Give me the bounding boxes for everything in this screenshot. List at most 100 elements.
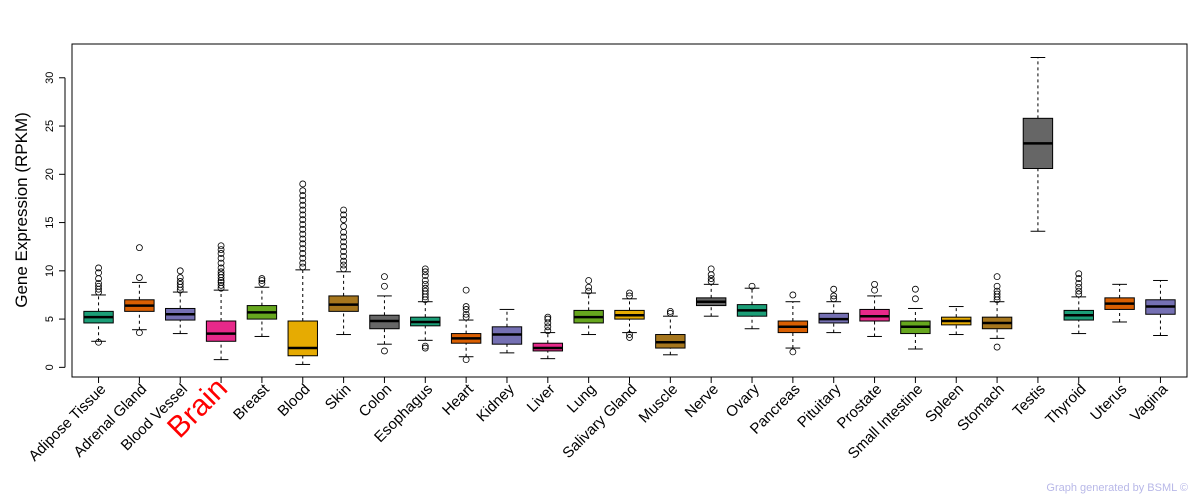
- outlier-adipose-tissue-2: [95, 282, 102, 290]
- plot-frame: [71, 43, 1188, 378]
- outlier-skin-7: [340, 233, 348, 241]
- outlier-blood-0: [299, 263, 307, 271]
- outlier-skin-4: [340, 248, 348, 255]
- outlier-blood-13: [299, 201, 307, 209]
- box-blood: [287, 320, 318, 357]
- y-tick-label-15: 15: [44, 216, 56, 228]
- outlier-blood-6: [299, 235, 307, 243]
- x-tick-label-vagina: Vagina: [1127, 380, 1172, 425]
- outlier-small-intestine-0: [911, 295, 919, 303]
- outlier-blood-4: [299, 245, 307, 253]
- outlier-nerve-2: [707, 271, 715, 279]
- outlier-thyroid-5: [1075, 270, 1083, 278]
- outlier-stomach-3: [993, 287, 1001, 295]
- outlier-esophagus-7: [421, 272, 429, 280]
- y-tick-label-0: 0: [44, 364, 56, 370]
- outlier-thyroid-0: [1075, 290, 1083, 298]
- outlier-skin-3: [340, 252, 348, 260]
- outlier-liver-0: [544, 327, 552, 335]
- x-tick-label-breast: Breast: [230, 380, 273, 423]
- y-tick-label-10: 10: [44, 265, 56, 277]
- outlier-nerve-0: [707, 278, 715, 285]
- box-brain: [205, 320, 237, 342]
- outlier-esophagus-3: [421, 287, 429, 295]
- outlier-heart-5: [462, 356, 470, 364]
- outlier-brain-9: [217, 254, 225, 262]
- outlier-adipose-tissue-3: [95, 279, 102, 287]
- outlier-adrenal-gland-1: [135, 244, 143, 252]
- outlier-skin-2: [340, 257, 348, 265]
- outlier-breast-1: [258, 277, 266, 284]
- outlier-brain-10: [217, 250, 225, 257]
- outlier-esophagus-9: [421, 265, 429, 273]
- outlier-liver-1: [544, 323, 552, 331]
- outlier-brain-6: [217, 268, 225, 276]
- outlier-skin-11: [340, 211, 348, 219]
- outlier-liver-3: [544, 315, 552, 323]
- outlier-thyroid-4: [1075, 275, 1083, 282]
- x-tick-label-blood: Blood: [274, 381, 313, 420]
- outlier-brain-12: [217, 242, 225, 250]
- outlier-lung-0: [585, 287, 593, 295]
- outlier-breast-0: [258, 279, 266, 287]
- outlier-blood-3: [299, 250, 307, 257]
- outlier-pancreas-1: [789, 348, 797, 356]
- outlier-adipose-tissue-6: [95, 264, 102, 272]
- outlier-muscle-1: [666, 307, 674, 315]
- outlier-lung-1: [585, 283, 593, 291]
- outlier-blood-9: [299, 221, 307, 228]
- outlier-adipose-tissue-7: [95, 338, 102, 346]
- outlier-blood-12: [299, 206, 307, 214]
- outlier-prostate-0: [871, 286, 878, 294]
- outlier-adipose-tissue-5: [95, 269, 102, 277]
- outlier-skin-6: [340, 238, 348, 246]
- outlier-pituitary-2: [830, 285, 838, 293]
- outlier-brain-11: [217, 246, 225, 253]
- outlier-blood-vessel-5: [176, 267, 184, 275]
- outlier-stomach-5: [993, 273, 1001, 281]
- outlier-stomach-6: [993, 343, 1001, 351]
- outlier-heart-0: [462, 313, 470, 321]
- outlier-colon-1: [381, 273, 388, 281]
- outlier-breast-2: [258, 275, 266, 282]
- outlier-blood-2: [299, 254, 307, 262]
- outlier-blood-vessel-3: [176, 278, 184, 285]
- outlier-skin-0: [340, 265, 348, 273]
- x-tick-label-nerve: Nerve: [682, 381, 722, 421]
- outlier-heart-2: [462, 306, 470, 313]
- outlier-esophagus-10: [421, 344, 429, 352]
- outlier-blood-15: [299, 192, 307, 199]
- outlier-colon-0: [381, 282, 388, 290]
- outlier-blood-16: [299, 187, 307, 195]
- x-tick-label-skin: Skin: [322, 381, 355, 414]
- outlier-heart-4: [462, 286, 470, 294]
- outlier-prostate-1: [871, 280, 878, 288]
- outlier-muscle-0: [666, 309, 674, 317]
- outlier-skin-1: [340, 261, 348, 269]
- x-tick-label-small-intestine: Small Intestine: [845, 381, 927, 463]
- outlier-pancreas-0: [789, 291, 797, 299]
- x-tick-label-uterus: Uterus: [1087, 381, 1130, 424]
- outlier-blood-vessel-2: [176, 280, 184, 288]
- outlier-esophagus-4: [421, 284, 429, 292]
- x-tick-label-heart: Heart: [439, 380, 478, 419]
- outlier-brain-2: [217, 279, 225, 286]
- outlier-lung-2: [585, 277, 593, 284]
- outlier-brain-7: [217, 264, 225, 272]
- outlier-stomach-2: [993, 290, 1001, 298]
- outlier-esophagus-11: [421, 342, 429, 350]
- outlier-ovary-0: [748, 282, 756, 290]
- outlier-blood-7: [299, 230, 307, 238]
- outlier-blood-11: [299, 211, 307, 219]
- outlier-skin-5: [340, 243, 348, 251]
- x-tick-label-kidney: Kidney: [473, 380, 518, 425]
- graph-credit: Graph generated by BSML ©: [1046, 482, 1188, 494]
- outlier-esophagus-8: [421, 268, 429, 276]
- x-tick-label-testis: Testis: [1010, 381, 1049, 420]
- outlier-salivary-gland-2: [626, 331, 633, 338]
- outlier-heart-3: [462, 303, 470, 310]
- x-tick-label-muscle: Muscle: [636, 381, 682, 427]
- x-tick-label-thyroid: Thyroid: [1042, 381, 1089, 428]
